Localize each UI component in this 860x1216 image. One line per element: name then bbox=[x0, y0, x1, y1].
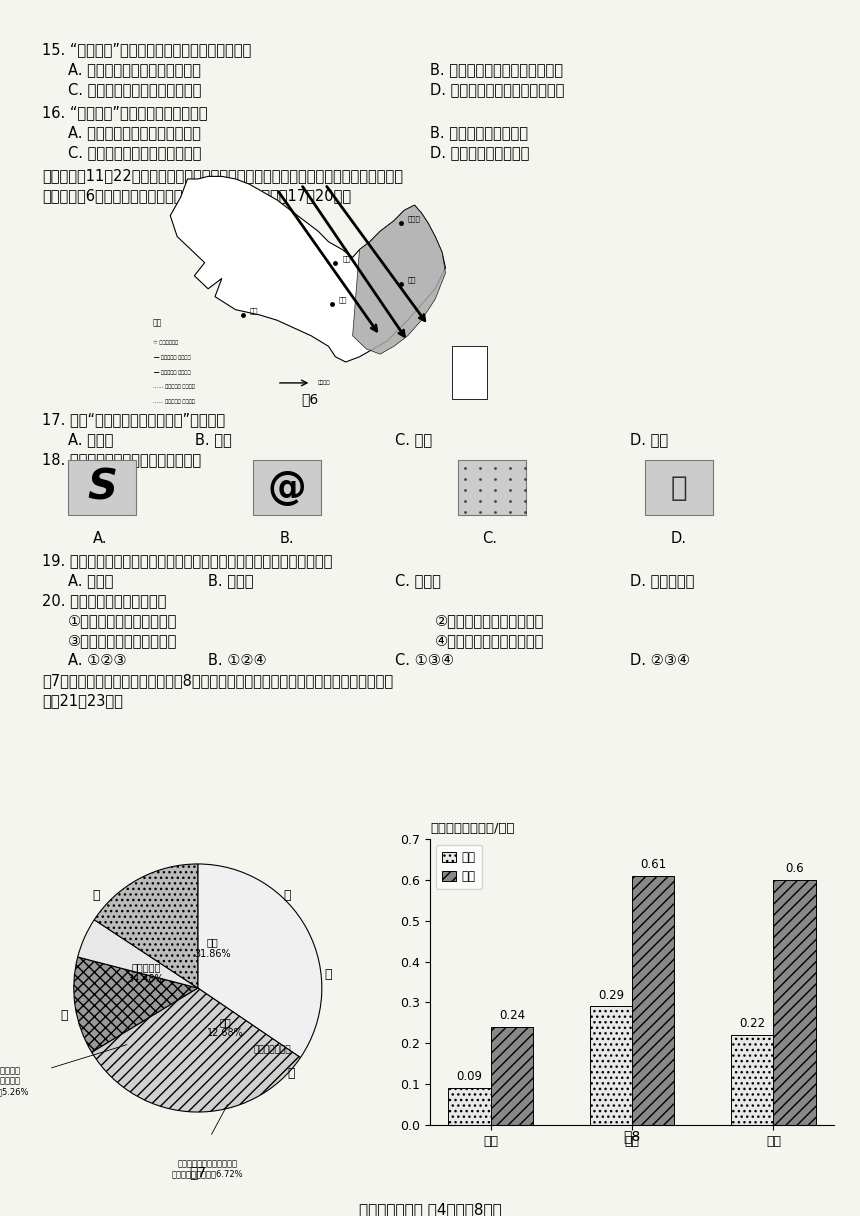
Text: C.: C. bbox=[482, 531, 497, 546]
Text: A. 渭河流域水资源时间分配不均: A. 渭河流域水资源时间分配不均 bbox=[68, 125, 201, 140]
Text: 中央气象台11月22日发布寒潮预警，寒潮自北向南影响我国中东部大部地区，多地体验冷: 中央气象台11月22日发布寒潮预警，寒潮自北向南影响我国中东部大部地区，多地体验… bbox=[42, 168, 403, 182]
Text: A. 地势高: A. 地势高 bbox=[68, 573, 114, 589]
Text: 林地
31.86%: 林地 31.86% bbox=[194, 938, 231, 959]
Text: ③减慢车速，增加防滑装置: ③减慢车速，增加防滑装置 bbox=[68, 634, 177, 648]
Text: B. 拉萨: B. 拉萨 bbox=[195, 432, 231, 447]
Text: D. ②③④: D. ②③④ bbox=[630, 653, 690, 668]
Text: 风: 风 bbox=[671, 474, 687, 502]
Text: ☆ 省级行政中心: ☆ 省级行政中心 bbox=[153, 339, 178, 344]
Text: 银川: 银川 bbox=[342, 255, 351, 261]
Text: 拉萨: 拉萨 bbox=[249, 308, 258, 314]
Bar bbox=[491, 1026, 533, 1125]
Text: 汉中: 汉中 bbox=[339, 297, 347, 304]
Text: D. 人类活动少: D. 人类活动少 bbox=[630, 573, 694, 589]
Text: 工矿、交通、
城市用地和内
陆水域等5.26%: 工矿、交通、 城市用地和内 陆水域等5.26% bbox=[0, 1066, 28, 1096]
Wedge shape bbox=[74, 957, 198, 1052]
Text: 耕地
12.68%: 耕地 12.68% bbox=[206, 1017, 243, 1038]
Text: D. 銀川: D. 銀川 bbox=[630, 432, 668, 447]
Text: 沙漠、戜壁、石山、高寒荒
漠、永久积雪和冰圑6.72%: 沙漠、戜壁、石山、高寒荒 漠、永久积雪和冰圑6.72% bbox=[172, 1159, 243, 1178]
Text: 0.09: 0.09 bbox=[457, 1070, 482, 1083]
Text: B.: B. bbox=[280, 531, 294, 546]
Text: 天津: 天津 bbox=[408, 276, 416, 282]
Text: 0.61: 0.61 bbox=[640, 857, 666, 871]
Text: 可: 可 bbox=[60, 1009, 68, 1021]
Text: 地: 地 bbox=[287, 1068, 295, 1080]
Polygon shape bbox=[353, 206, 445, 354]
Wedge shape bbox=[198, 863, 322, 1058]
Bar bbox=[458, 460, 526, 516]
Text: B. 纬度低: B. 纬度低 bbox=[208, 573, 254, 589]
Text: 17. 体验“俧冲式降温，冷暖骤变”的城市有: 17. 体验“俧冲式降温，冷暖骤变”的城市有 bbox=[42, 412, 225, 427]
Wedge shape bbox=[77, 919, 198, 987]
Text: 用: 用 bbox=[283, 889, 291, 902]
Bar bbox=[68, 460, 136, 516]
Text: 图7为中国土地利用类型构成图，图8为中国人均农业用地面积与世界的比较图。读图，完: 图7为中国土地利用类型构成图，图8为中国人均农业用地面积与世界的比较图。读图，完 bbox=[42, 672, 393, 688]
Text: A. 哈尔滨: A. 哈尔滨 bbox=[68, 432, 114, 447]
Text: B. 渭河流域的用水紧张: B. 渭河流域的用水紧张 bbox=[430, 125, 528, 140]
Text: …… 滑梯式降温 寒冷体感: …… 滑梯式降温 寒冷体感 bbox=[153, 399, 195, 404]
Text: D. 工程沿线的水土流失: D. 工程沿线的水土流失 bbox=[430, 145, 530, 161]
Text: 20. 为应对寒潮影响，人们应: 20. 为应对寒潮影响，人们应 bbox=[42, 593, 166, 608]
Text: C. 沿途沙漠广布，沙尘天气频发: C. 沿途沙漠广布，沙尘天气频发 bbox=[68, 81, 201, 97]
Text: D. 跨越河流众多，架桥数量较多: D. 跨越河流众多，架桥数量较多 bbox=[430, 81, 564, 97]
Text: B. ①②④: B. ①②④ bbox=[208, 653, 267, 668]
Text: A. ①②③: A. ①②③ bbox=[68, 653, 126, 668]
Wedge shape bbox=[95, 863, 198, 987]
Text: 哈尔滨: 哈尔滨 bbox=[408, 215, 421, 223]
FancyBboxPatch shape bbox=[452, 347, 487, 399]
Text: …… 跳水式降温 换车体验: …… 跳水式降温 换车体验 bbox=[153, 384, 195, 389]
Text: 人均农业用地面积/公顿: 人均农业用地面积/公顿 bbox=[430, 822, 514, 835]
Text: 难以利用的土地: 难以利用的土地 bbox=[254, 1046, 291, 1054]
Text: 0.29: 0.29 bbox=[598, 989, 624, 1002]
Text: 暖骤变，图6为中国天气网发布的全国速冻地图。读图，完成第17～20题。: 暖骤变，图6为中国天气网发布的全国速冻地图。读图，完成第17～20题。 bbox=[42, 188, 351, 203]
Text: 成第21～23题。: 成第21～23题。 bbox=[42, 693, 123, 708]
Text: C. 天津: C. 天津 bbox=[395, 432, 432, 447]
Text: 18. 寒潮席卷地区最可能出现的天气是: 18. 寒潮席卷地区最可能出现的天气是 bbox=[42, 452, 201, 467]
Text: 16. “引汉济渭”工程成功通水可以缓解: 16. “引汉济渭”工程成功通水可以缓解 bbox=[42, 105, 207, 120]
Text: 0.6: 0.6 bbox=[785, 862, 804, 876]
Text: C. 距海近: C. 距海近 bbox=[395, 573, 441, 589]
Text: @: @ bbox=[267, 469, 306, 507]
Text: ━━ 锢囚式降温 同期涡旋: ━━ 锢囚式降温 同期涡旋 bbox=[153, 355, 191, 360]
Bar bbox=[731, 1035, 773, 1125]
Text: ━━ 俯冲式降温 冷暖骤变: ━━ 俯冲式降温 冷暖骤变 bbox=[153, 370, 191, 375]
Bar bbox=[645, 460, 713, 516]
Text: 15. “引汉济渭”工程建设过程中需要克服的困难有: 15. “引汉济渭”工程建设过程中需要克服的困难有 bbox=[42, 43, 251, 57]
Bar bbox=[773, 880, 816, 1125]
Text: A.: A. bbox=[93, 531, 108, 546]
Text: B. 穿越秦岭山区，施工难度较大: B. 穿越秦岭山区，施工难度较大 bbox=[430, 62, 563, 77]
Text: 八年级（地理） 第4页（兲8页）: 八年级（地理） 第4页（兲8页） bbox=[359, 1201, 501, 1216]
Text: 土: 土 bbox=[324, 968, 332, 981]
Text: 0.24: 0.24 bbox=[499, 1009, 525, 1021]
Bar bbox=[590, 1007, 632, 1125]
Legend: 中国, 世界: 中国, 世界 bbox=[436, 845, 482, 889]
Text: S: S bbox=[87, 467, 117, 510]
Text: D.: D. bbox=[671, 531, 687, 546]
Text: 冻雨路线: 冻雨路线 bbox=[318, 381, 331, 385]
Text: ④减少外出，防范高空坠物: ④减少外出，防范高空坠物 bbox=[435, 634, 544, 648]
Text: 图8: 图8 bbox=[624, 1130, 641, 1143]
Text: 图例: 图例 bbox=[153, 319, 163, 327]
Text: ②开窗通风，保持空气流通: ②开窗通风，保持空气流通 bbox=[435, 613, 544, 627]
Bar bbox=[253, 460, 321, 516]
Text: 利: 利 bbox=[92, 889, 100, 902]
Text: ①增加衣物，注意防寒保暖: ①增加衣物，注意防寒保暖 bbox=[68, 613, 177, 627]
Text: 可利用草地
34.48%: 可利用草地 34.48% bbox=[127, 962, 164, 984]
Bar bbox=[448, 1088, 491, 1125]
Text: 0.22: 0.22 bbox=[739, 1017, 765, 1030]
Bar bbox=[632, 876, 674, 1125]
Text: 图6: 图6 bbox=[301, 392, 318, 406]
Wedge shape bbox=[92, 987, 300, 1111]
Text: A. 位于板块内部，火山地震频发: A. 位于板块内部，火山地震频发 bbox=[68, 62, 201, 77]
Text: 图7: 图7 bbox=[189, 1165, 206, 1180]
Polygon shape bbox=[170, 176, 445, 362]
Text: C. 汉江流域水资源严重污染问题: C. 汉江流域水资源严重污染问题 bbox=[68, 145, 201, 161]
Text: 19. 寒潮自北向南影响我国中东部大部地区，拉萨几乎不受影响的原因是: 19. 寒潮自北向南影响我国中东部大部地区，拉萨几乎不受影响的原因是 bbox=[42, 553, 332, 568]
Text: C. ①③④: C. ①③④ bbox=[395, 653, 454, 668]
